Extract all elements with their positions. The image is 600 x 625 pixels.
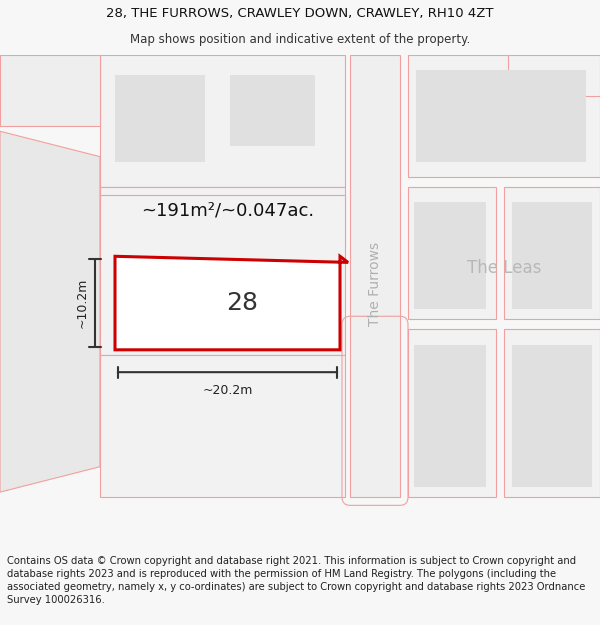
Bar bbox=[512, 345, 592, 487]
Text: ~20.2m: ~20.2m bbox=[202, 384, 253, 398]
Text: The Leas: The Leas bbox=[467, 259, 541, 278]
Bar bbox=[408, 187, 496, 319]
Bar bbox=[504, 187, 600, 319]
Polygon shape bbox=[115, 256, 348, 350]
Bar bbox=[100, 355, 345, 498]
Bar bbox=[512, 202, 592, 309]
Polygon shape bbox=[0, 131, 100, 492]
Bar bbox=[416, 70, 586, 162]
Text: Contains OS data © Crown copyright and database right 2021. This information is : Contains OS data © Crown copyright and d… bbox=[7, 556, 586, 606]
Bar bbox=[504, 329, 600, 498]
Text: 28: 28 bbox=[227, 291, 259, 315]
Bar bbox=[230, 76, 315, 146]
Bar bbox=[190, 286, 280, 342]
Text: Map shows position and indicative extent of the property.: Map shows position and indicative extent… bbox=[130, 33, 470, 46]
Text: ~191m²/~0.047ac.: ~191m²/~0.047ac. bbox=[141, 201, 314, 219]
Bar bbox=[100, 187, 345, 253]
Bar bbox=[414, 345, 486, 487]
Bar bbox=[350, 55, 400, 498]
Bar bbox=[185, 198, 295, 243]
Bar bbox=[408, 329, 496, 498]
Bar bbox=[508, 55, 600, 96]
Bar bbox=[115, 76, 205, 162]
Text: The Furrows: The Furrows bbox=[368, 242, 382, 326]
Bar bbox=[100, 195, 345, 355]
Text: ~10.2m: ~10.2m bbox=[76, 278, 89, 328]
Bar bbox=[414, 202, 486, 309]
Bar bbox=[408, 55, 600, 177]
Polygon shape bbox=[0, 55, 100, 126]
Bar bbox=[100, 55, 345, 187]
Text: 28, THE FURROWS, CRAWLEY DOWN, CRAWLEY, RH10 4ZT: 28, THE FURROWS, CRAWLEY DOWN, CRAWLEY, … bbox=[106, 8, 494, 20]
